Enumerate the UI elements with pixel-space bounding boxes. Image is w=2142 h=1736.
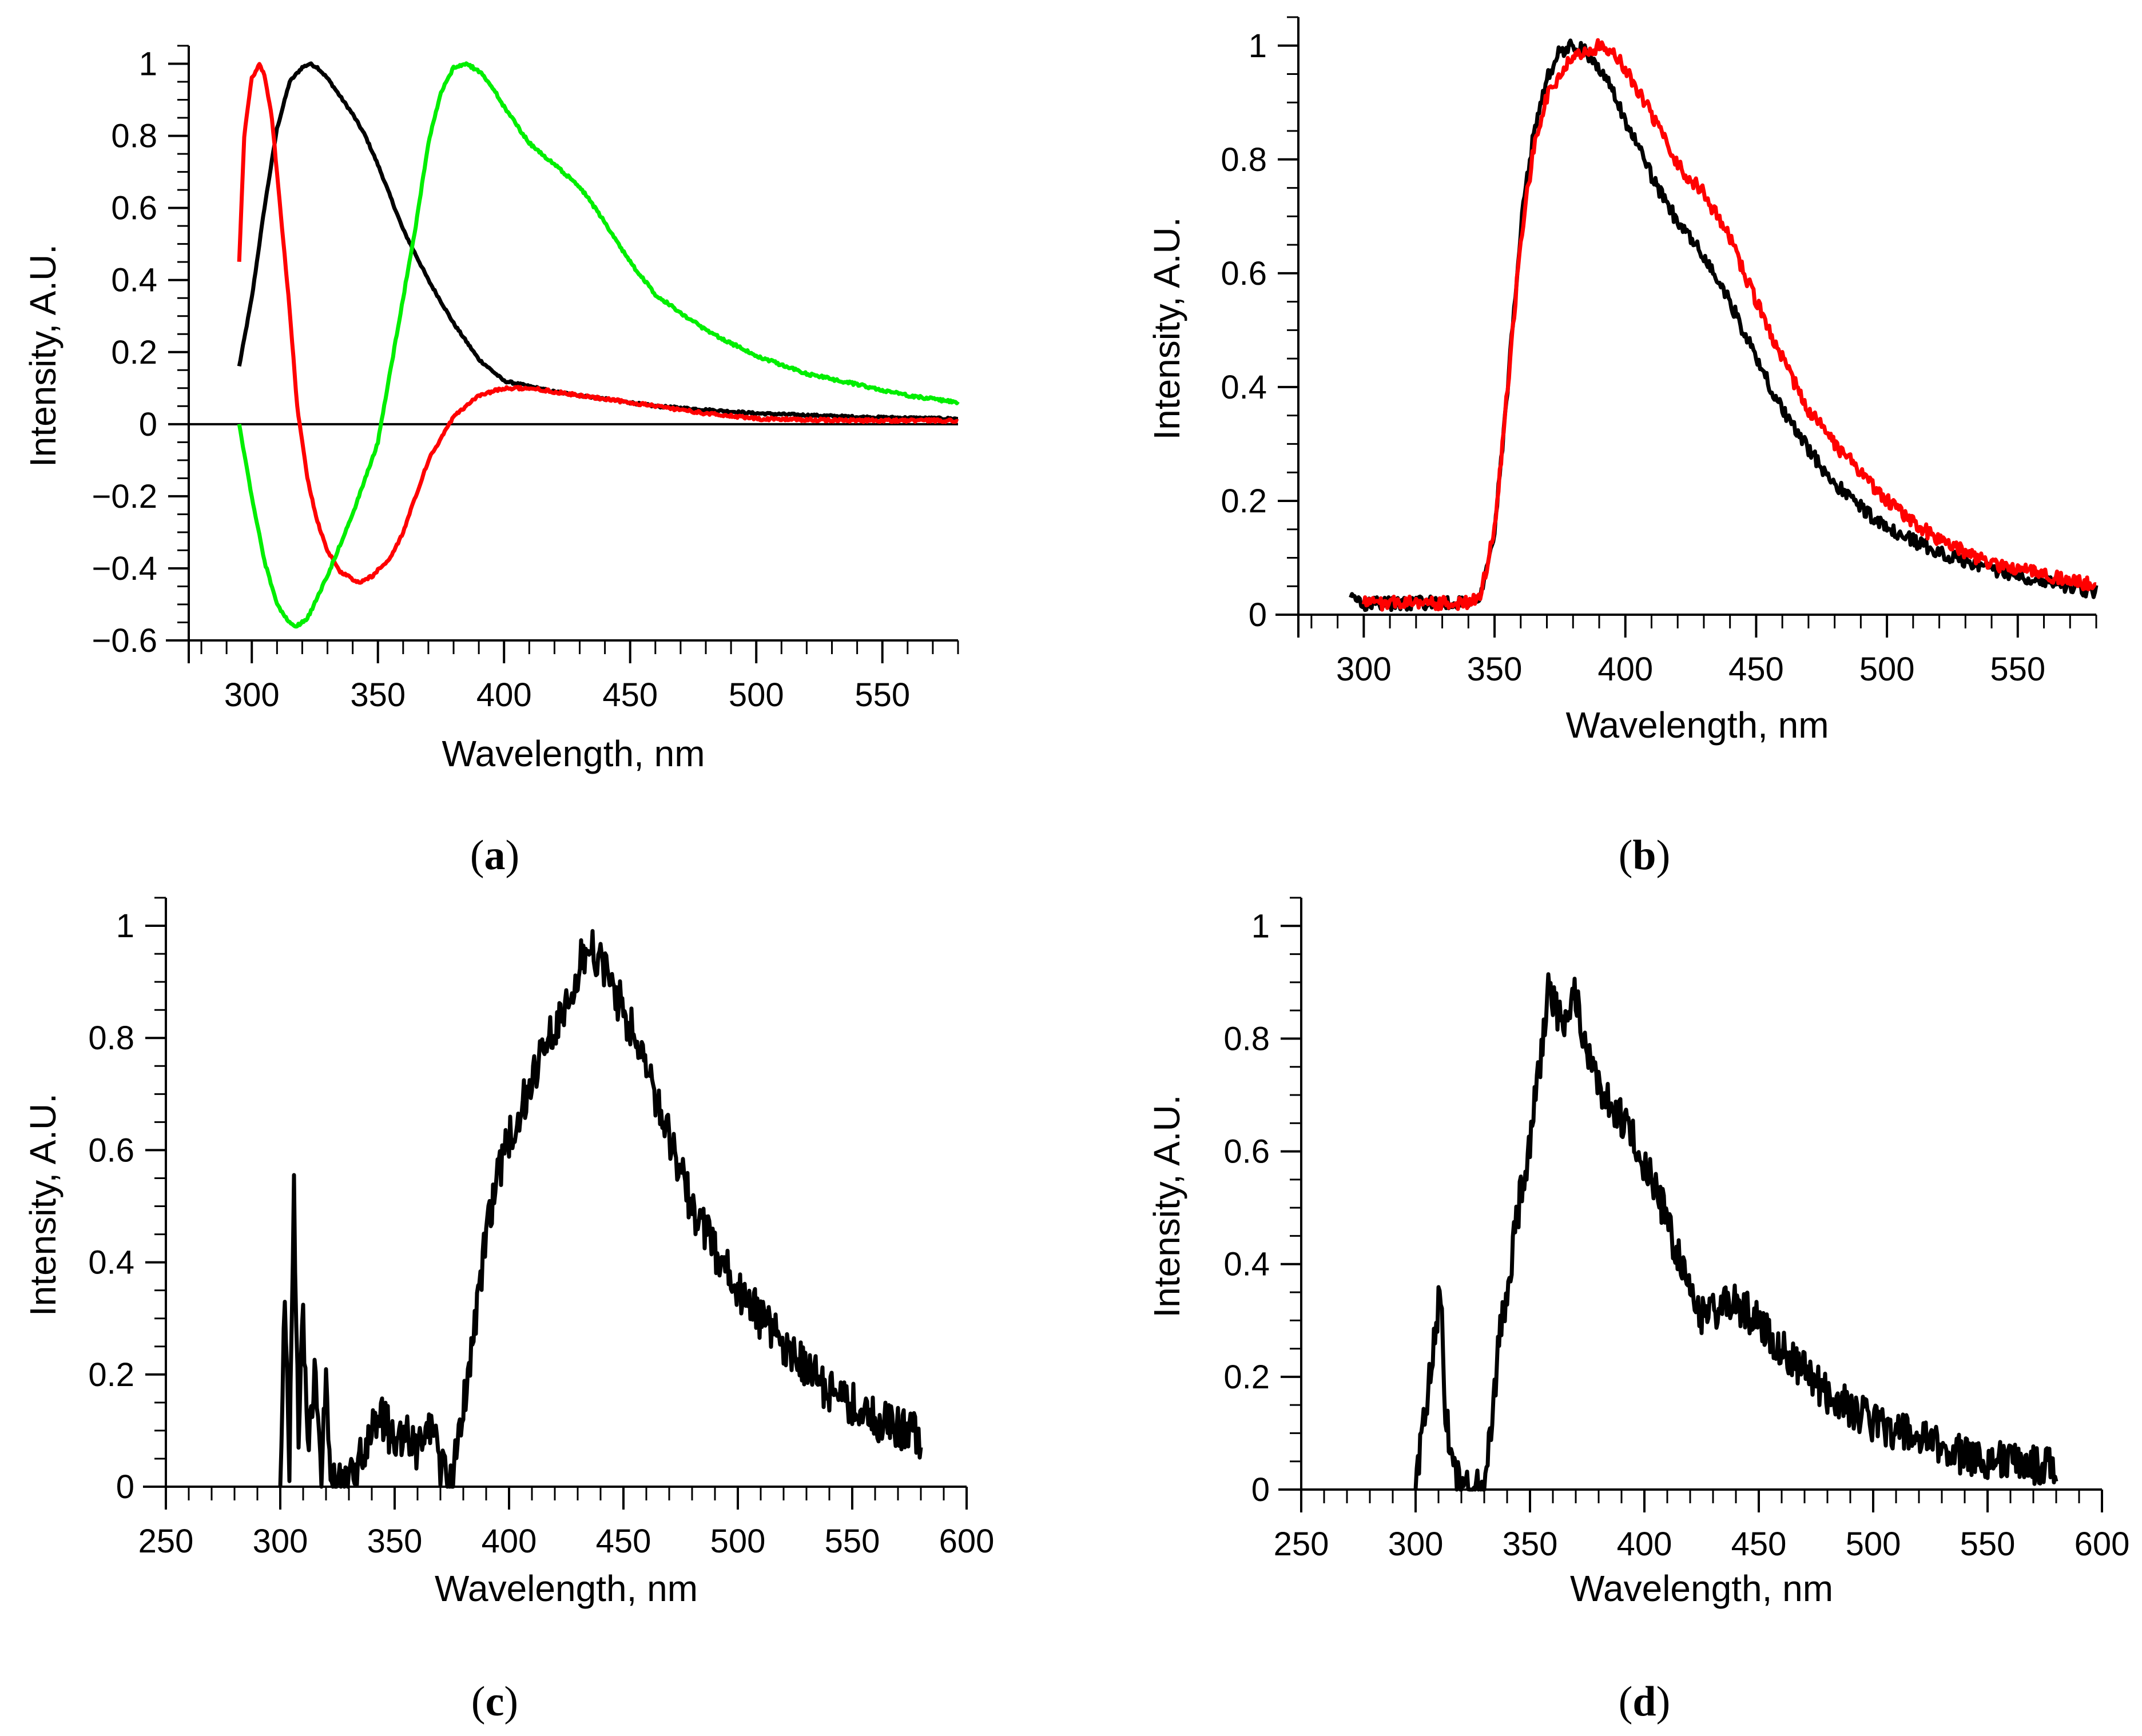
- x-tick-label: 500: [1859, 651, 1915, 688]
- x-tick-label: 400: [476, 676, 532, 714]
- y-tick-label: 0.6: [1223, 1133, 1270, 1170]
- panel-d: 0 0.2 0.4 0.6 0.8 1 250 300 350 400 450 500 550 600 W…: [1146, 897, 2130, 1725]
- y-axis-title: Intensity, A.U.: [1146, 1094, 1187, 1317]
- y-tick-label: 0.4: [88, 1244, 134, 1281]
- panel-caption: (d): [1619, 1678, 1670, 1725]
- series-line-black: [278, 929, 923, 1489]
- y-tick-label: 0.6: [88, 1132, 134, 1169]
- x-tick-label: 500: [710, 1523, 766, 1560]
- y-tick-label: 0.8: [111, 118, 157, 155]
- panel-b: 0 0.2 0.4 0.6 0.8 1 300 350 400 450 500 550 Wavelen…: [1146, 16, 2099, 879]
- x-tick-label: 450: [1731, 1526, 1787, 1563]
- x-tick-label: 300: [253, 1523, 308, 1560]
- series-line-red: [237, 62, 959, 585]
- y-tick-label: 0.8: [1223, 1020, 1270, 1057]
- panel-caption-letter: b: [1632, 832, 1656, 879]
- x-tick-label: 600: [939, 1523, 995, 1560]
- x-tick-label: 500: [729, 676, 784, 714]
- y-tick-label: 0.8: [88, 1020, 134, 1057]
- x-tick-label: 450: [602, 676, 658, 714]
- panel-caption-letter: d: [1632, 1678, 1656, 1725]
- x-tick-label: 450: [596, 1523, 651, 1560]
- panel-caption: (c): [471, 1678, 518, 1725]
- x-axis-title: Wavelength, nm: [435, 1568, 698, 1609]
- panel-caption-letter: a: [484, 832, 506, 879]
- y-tick-label: 0.2: [1223, 1359, 1270, 1396]
- panel-c: 0 0.2 0.4 0.6 0.8 1 250 300 350 400 450 500 550 600 W…: [22, 897, 995, 1725]
- y-tick-label: 0.2: [88, 1356, 134, 1393]
- x-tick-label: 400: [1617, 1526, 1672, 1563]
- y-tick-label: 0.2: [111, 334, 157, 371]
- y-tick-label: 0.6: [1221, 255, 1267, 292]
- x-tick-label: 250: [1274, 1526, 1329, 1563]
- y-tick-label: −0.4: [92, 550, 158, 587]
- panel-caption: (b): [1619, 832, 1670, 879]
- y-tick-label: −0.6: [92, 622, 158, 659]
- y-tick-label: 0.4: [1221, 369, 1267, 406]
- x-tick-label: 600: [2075, 1526, 2130, 1563]
- y-tick-label: 0.2: [1221, 483, 1267, 520]
- y-tick-label: 1: [139, 46, 157, 83]
- panel-a: −0.6 −0.4 −0.2 0 0.2 0.4 0.6 0.8 1 300 350 400 450 50…: [22, 45, 960, 879]
- y-tick-label: 0: [1249, 596, 1267, 634]
- y-tick-label: 0.4: [1223, 1246, 1270, 1283]
- x-tick-label: 550: [855, 676, 910, 714]
- x-tick-label: 250: [138, 1523, 194, 1560]
- x-axis-title: Wavelength, nm: [442, 733, 705, 774]
- x-tick-label: 300: [1388, 1526, 1444, 1563]
- y-tick-label: 0.6: [111, 190, 157, 227]
- y-axis-title: Intensity, A.U.: [1146, 217, 1187, 440]
- y-tick-label: 0.8: [1221, 141, 1267, 178]
- x-axis-title: Wavelength, nm: [1565, 704, 1829, 746]
- series-line-black: [1413, 972, 2058, 1492]
- x-tick-label: 350: [1503, 1526, 1558, 1563]
- y-tick-label: 0: [1251, 1471, 1270, 1508]
- x-tick-label: 550: [825, 1523, 880, 1560]
- x-tick-label: 550: [1990, 651, 2045, 688]
- y-tick-label: 0: [139, 406, 157, 443]
- y-axis-title: Intensity, A.U.: [22, 1093, 63, 1316]
- x-tick-label: 350: [350, 676, 406, 714]
- x-tick-label: 350: [1467, 651, 1523, 688]
- x-tick-label: 450: [1728, 651, 1784, 688]
- panel-caption-letter: c: [486, 1678, 504, 1725]
- x-tick-label: 300: [1336, 651, 1392, 688]
- x-tick-label: 400: [1597, 651, 1653, 688]
- x-tick-label: 550: [1960, 1526, 2016, 1563]
- series-line-green: [237, 61, 960, 629]
- y-axis-title: Intensity, A.U.: [22, 244, 63, 467]
- x-tick-label: 300: [224, 676, 280, 714]
- y-tick-label: 0.4: [111, 262, 157, 299]
- y-tick-label: 1: [1249, 27, 1267, 65]
- x-tick-label: 400: [482, 1523, 537, 1560]
- y-tick-label: 1: [116, 907, 134, 945]
- panel-caption: (a): [470, 832, 519, 879]
- x-axis-title: Wavelength, nm: [1570, 1568, 1833, 1609]
- x-tick-label: 350: [367, 1523, 423, 1560]
- y-tick-label: −0.2: [92, 478, 158, 515]
- y-tick-label: 1: [1251, 907, 1270, 945]
- series-line-red: [1361, 38, 2097, 612]
- y-tick-label: 0: [116, 1468, 134, 1506]
- x-tick-label: 500: [1846, 1526, 1901, 1563]
